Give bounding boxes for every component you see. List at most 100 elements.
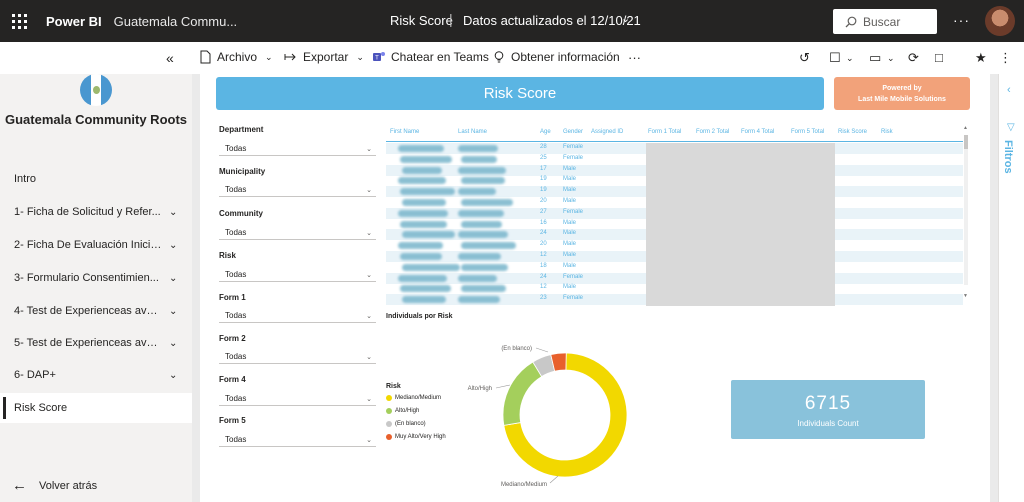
- teams-label: Chatear en Teams: [391, 50, 489, 64]
- teams-icon: T: [373, 52, 385, 62]
- column-header[interactable]: Risk: [881, 129, 893, 135]
- scrollbar-thumb[interactable]: [964, 135, 968, 149]
- form5-slicer[interactable]: Todas ⌄: [219, 433, 376, 447]
- chevron-down-icon[interactable]: ⌄: [169, 272, 178, 284]
- exportar-menu[interactable]: Exportar ⌄: [284, 50, 364, 64]
- table-scrollbar[interactable]: ▲ ▼: [963, 125, 969, 301]
- chevron-left-icon[interactable]: ‹: [1007, 84, 1011, 96]
- department-slicer[interactable]: Todas ⌄: [219, 142, 376, 156]
- table-row[interactable]: 18 Male: [386, 262, 963, 273]
- nav-item-risk-score[interactable]: Risk Score: [0, 393, 192, 423]
- brand-name[interactable]: Power BI: [46, 13, 102, 29]
- risk-slicer[interactable]: Todas ⌄: [219, 268, 376, 282]
- column-header[interactable]: Form 1 Total: [648, 129, 682, 135]
- column-header[interactable]: Form 4 Total: [741, 129, 775, 135]
- powered-by-line2: Last Mile Mobile Solutions: [858, 95, 946, 103]
- avatar[interactable]: [985, 6, 1015, 36]
- more-icon[interactable]: ⋮: [999, 50, 1012, 65]
- column-header[interactable]: Form 5 Total: [791, 129, 825, 135]
- column-header[interactable]: Risk Score: [838, 129, 868, 135]
- search-input[interactable]: Buscar: [833, 9, 937, 34]
- chevron-down-icon[interactable]: ⌄: [169, 239, 178, 251]
- form2-slicer[interactable]: Todas ⌄: [219, 350, 376, 364]
- form1-slicer[interactable]: Todas ⌄: [219, 309, 376, 323]
- nav-item-dap[interactable]: 6- DAP+ ⌄: [0, 360, 192, 390]
- kpi-caption: Individuals Count: [797, 419, 859, 428]
- more-options-button[interactable]: ···: [953, 12, 970, 28]
- chevron-down-icon[interactable]: ⌄: [169, 206, 178, 218]
- search-placeholder: Buscar: [863, 14, 901, 29]
- slicer-value: Todas: [225, 144, 247, 153]
- nav-item-ficha-evaluacion[interactable]: 2- Ficha De Evaluación Inicia... ⌄: [0, 230, 192, 260]
- nav-item-ficha-solicitud[interactable]: 1- Ficha de Solicitud y Refer... ⌄: [0, 197, 192, 227]
- column-header[interactable]: Assigned ID: [591, 129, 624, 135]
- column-header[interactable]: Last Name: [458, 129, 488, 135]
- table-row[interactable]: 12 Male: [386, 283, 963, 294]
- redacted-first-name: [400, 155, 452, 163]
- column-header[interactable]: Age: [540, 129, 551, 135]
- redacted-last-name: [458, 253, 501, 260]
- redacted-first-name: [402, 263, 460, 271]
- filters-pane[interactable]: ‹ ▽ Filtros: [998, 74, 1024, 502]
- reset-icon[interactable]: ↺: [799, 50, 810, 65]
- legend-item[interactable]: (En blanco): [386, 421, 426, 427]
- gender-cell: Male: [563, 262, 577, 269]
- donut-slice-0[interactable]: [503, 352, 628, 478]
- table-row[interactable]: 19 Male: [386, 175, 963, 186]
- back-button[interactable]: ← Volver atrás: [12, 477, 97, 494]
- get-insights-button[interactable]: Obtener información: [492, 50, 620, 64]
- donut-slice-3[interactable]: [550, 352, 567, 372]
- nav-item-test-4[interactable]: 4- Test de Experienceas aver... ⌄: [0, 296, 192, 326]
- collapse-nav-icon[interactable]: «: [166, 50, 174, 66]
- chevron-down-icon[interactable]: ⌄: [169, 337, 178, 349]
- individuals-count-card[interactable]: 6715 Individuals Count: [731, 380, 925, 439]
- data-updated-label[interactable]: Datos actualizados el 12/10/21: [463, 13, 641, 28]
- column-header[interactable]: Gender: [563, 129, 584, 135]
- chevron-down-icon[interactable]: ⌄: [169, 369, 178, 381]
- nav-item-consentimiento[interactable]: 3- Formulario Consentimien... ⌄: [0, 263, 192, 293]
- nav-item-intro[interactable]: Intro: [0, 164, 192, 194]
- legend-item[interactable]: Muy Alto/Very High: [386, 434, 446, 440]
- table-row[interactable]: 20 Male: [386, 197, 963, 208]
- slicer-label-community: Community: [219, 209, 263, 218]
- community-slicer[interactable]: Todas ⌄: [219, 226, 376, 240]
- toolbar-more-button[interactable]: ···: [628, 50, 641, 65]
- waffle-icon: [11, 13, 27, 29]
- chevron-down-icon[interactable]: ⌄: [169, 305, 178, 317]
- filters-label[interactable]: Filtros: [1002, 140, 1014, 174]
- donut-slice-1[interactable]: [502, 361, 543, 426]
- gender-cell: Male: [563, 176, 577, 183]
- exportar-label: Exportar: [303, 50, 349, 64]
- chevron-down-icon[interactable]: ⌄: [887, 53, 895, 63]
- chevron-down-icon[interactable]: ⌄: [846, 53, 854, 63]
- teams-chat-button[interactable]: T Chatear en Teams: [372, 50, 489, 64]
- archivo-menu[interactable]: Archivo ⌄: [198, 50, 273, 64]
- scrollbar-track[interactable]: [964, 135, 968, 285]
- table-row[interactable]: 16 Male: [386, 219, 963, 230]
- municipality-slicer[interactable]: Todas ⌄: [219, 183, 376, 197]
- comment-icon[interactable]: □: [935, 50, 943, 65]
- individuals-table[interactable]: First Name Last Name Age Gender Assigned…: [386, 125, 963, 306]
- table-row[interactable]: 25 Female: [386, 154, 963, 165]
- form4-slicer[interactable]: Todas ⌄: [219, 392, 376, 406]
- legend-item[interactable]: Alto/High: [386, 408, 419, 414]
- refresh-icon[interactable]: ⟳: [908, 50, 919, 65]
- redacted-last-name: [458, 274, 497, 282]
- app-launcher-button[interactable]: [0, 0, 38, 42]
- scroll-up-icon[interactable]: ▲: [963, 125, 968, 131]
- scroll-down-icon[interactable]: ▼: [963, 293, 968, 299]
- favorite-star-icon[interactable]: ★: [975, 50, 987, 65]
- risk-donut-chart[interactable]: (En blanco) Alto/High Mediano/Medium: [440, 340, 640, 490]
- gender-cell: Male: [563, 241, 577, 248]
- workspace-name[interactable]: Guatemala Commu...: [113, 13, 238, 29]
- column-header[interactable]: Form 2 Total: [696, 129, 730, 135]
- column-header[interactable]: First Name: [390, 129, 420, 135]
- table-row[interactable]: 20 Male: [386, 240, 963, 251]
- view-icon[interactable]: ▭: [869, 50, 882, 65]
- slicer-label-form2: Form 2: [219, 334, 246, 343]
- nav-item-test-5[interactable]: 5- Test de Experienceas aver... ⌄: [0, 328, 192, 358]
- legend-item[interactable]: Mediano/Medium: [386, 395, 441, 401]
- bookmark-icon[interactable]: ☐: [829, 50, 841, 65]
- gender-cell: Female: [563, 295, 584, 302]
- chevron-down-icon[interactable]: ⌄: [621, 13, 631, 25]
